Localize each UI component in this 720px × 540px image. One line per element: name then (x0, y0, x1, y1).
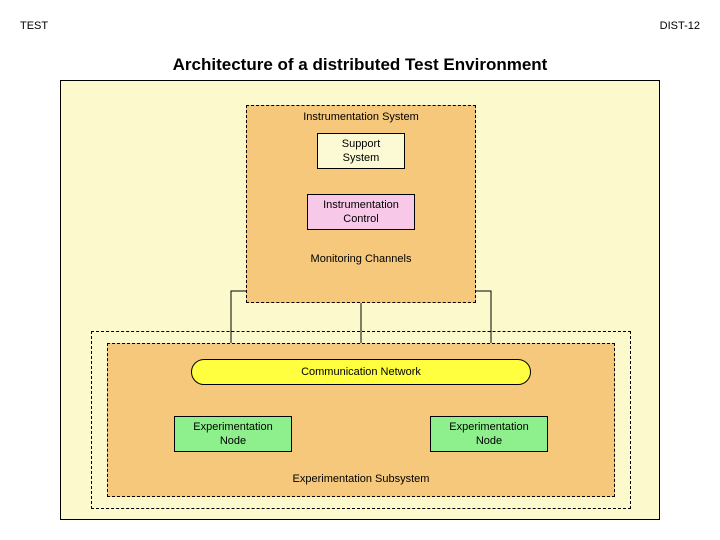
diagram-container: Instrumentation System Support System Inst… (60, 80, 660, 520)
header-right: DIST-12 (660, 20, 700, 32)
experimentation-node-right: Experimentation Node (430, 416, 548, 452)
monitoring-channels-label: Monitoring Channels (246, 253, 476, 265)
experimentation-node-left: Experimentation Node (174, 416, 292, 452)
instrumentation-system-label: Instrumentation System (246, 111, 476, 123)
instrumentation-control-box: Instrumentation Control (307, 194, 415, 230)
header-left: TEST (20, 20, 48, 32)
experimentation-subsystem-label: Experimentation Subsystem (107, 473, 615, 485)
page-title: Architecture of a distributed Test Envir… (0, 55, 720, 75)
nodes-layer: Instrumentation System Support System Inst… (61, 81, 659, 519)
support-system-box: Support System (317, 133, 405, 169)
communication-network-box: Communication Network (191, 359, 531, 385)
